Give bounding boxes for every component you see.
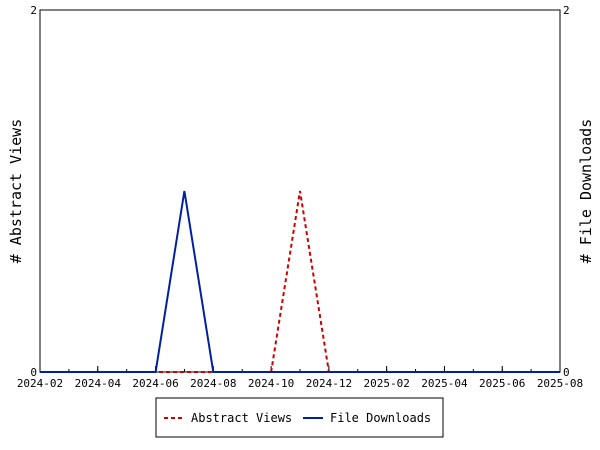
x-tick-label: 2024-02: [17, 377, 63, 390]
series-line-abstract-views: [40, 190, 560, 373]
x-tick-label: 2025-06: [479, 377, 525, 390]
legend-abstract-views-label: Abstract Views: [191, 411, 292, 425]
legend: Abstract Views File Downloads: [155, 397, 444, 438]
y-left-axis-title: # Abstract Views: [7, 119, 25, 264]
x-tick-label: 2025-08: [537, 377, 583, 390]
x-axis: 2024-02 2024-04 2024-06 2024-08 2024-10 2024-…: [17, 366, 583, 390]
legend-box: [155, 397, 444, 438]
x-tick-label: 2024-04: [75, 377, 122, 390]
x-tick-label: 2024-10: [248, 377, 294, 390]
y-right-tick-label: 2: [563, 4, 570, 17]
y-right-axis-title: # File Downloads: [577, 119, 595, 264]
y-left-tick-label: 0: [30, 366, 37, 379]
legend-file-downloads-label: File Downloads: [330, 411, 431, 425]
y-left-tick-label: 2: [30, 4, 37, 17]
series-lines: [40, 190, 560, 373]
y-right-tick-label: 0: [563, 366, 570, 379]
y-axes: 0 2 0 2: [30, 4, 569, 379]
x-tick-label: 2025-02: [363, 377, 409, 390]
series-line-file-downloads: [40, 190, 560, 373]
x-tick-label: 2024-06: [132, 377, 178, 390]
x-tick-label: 2024-12: [306, 377, 352, 390]
x-tick-label: 2025-04: [421, 377, 468, 390]
x-tick-label: 2024-08: [190, 377, 236, 390]
